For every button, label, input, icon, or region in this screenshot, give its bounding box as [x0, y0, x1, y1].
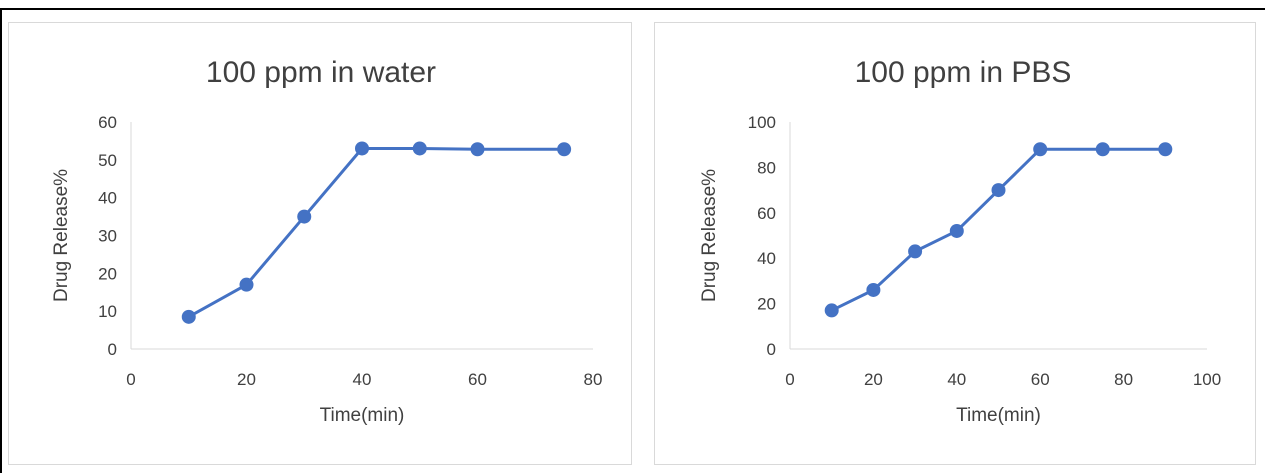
chart-panel-water: 100 ppm in water 0 10 20 30 40 50 60 0 20 40 60 80 Ti…	[8, 22, 632, 465]
x-axis-title: Time(min)	[956, 405, 1041, 426]
data-point	[297, 209, 312, 224]
x-tick-label: 100	[1193, 370, 1221, 389]
page-border-top	[0, 8, 1265, 10]
data-point	[412, 141, 427, 156]
data-point	[949, 223, 964, 238]
data-point	[866, 282, 881, 297]
x-tick-label: 0	[126, 370, 135, 389]
data-point	[239, 277, 254, 292]
y-tick-label: 40	[757, 249, 776, 268]
y-tick-label: 30	[98, 227, 117, 246]
chart-title: 100 ppm in PBS	[855, 56, 1072, 89]
chart-title: 100 ppm in water	[206, 56, 436, 89]
chart-pbs: 100 ppm in PBS 0 20 40 60 80 100 0 20 40 60 80 100 Ti…	[699, 56, 1221, 426]
y-tick-label: 40	[98, 189, 117, 208]
data-point	[824, 303, 839, 318]
y-tick-label: 0	[108, 340, 117, 359]
data-point	[1095, 142, 1110, 157]
x-tick-label: 80	[1114, 370, 1133, 389]
y-tick-label: 80	[757, 158, 776, 177]
x-tick-label: 0	[785, 370, 794, 389]
y-tick-label: 20	[98, 264, 117, 283]
chart-water: 100 ppm in water 0 10 20 30 40 50 60 0 20 40 60 80 Ti…	[51, 56, 603, 426]
data-point	[991, 183, 1006, 198]
x-axis-title: Time(min)	[320, 405, 405, 426]
data-point	[557, 142, 572, 157]
x-tick-label: 20	[237, 370, 256, 389]
y-tick-label: 100	[748, 113, 776, 132]
page-border-left	[0, 8, 2, 473]
y-tick-label: 60	[757, 204, 776, 223]
x-tick-label: 80	[584, 370, 603, 389]
chart-panel-pbs: 100 ppm in PBS 0 20 40 60 80 100 0 20 40 60 80 100 Ti…	[654, 22, 1256, 465]
series-line	[187, 146, 566, 319]
y-tick-label: 0	[767, 340, 776, 359]
x-tick-label: 40	[947, 370, 966, 389]
y-axis-title: Drug Release%	[51, 169, 72, 302]
series-line	[830, 147, 1167, 312]
data-point	[908, 244, 923, 259]
y-axis-title: Drug Release%	[699, 169, 720, 302]
data-point	[1158, 142, 1173, 157]
x-tick-label: 20	[864, 370, 883, 389]
data-point	[1033, 142, 1048, 157]
x-tick-label: 60	[468, 370, 487, 389]
data-point	[470, 142, 485, 157]
x-tick-label: 60	[1031, 370, 1050, 389]
data-point	[181, 309, 196, 324]
data-point	[355, 141, 369, 156]
y-tick-label: 20	[757, 295, 776, 314]
y-tick-label: 10	[98, 302, 117, 321]
y-tick-label: 60	[98, 113, 117, 132]
y-tick-label: 50	[98, 151, 117, 170]
x-tick-label: 40	[353, 370, 372, 389]
